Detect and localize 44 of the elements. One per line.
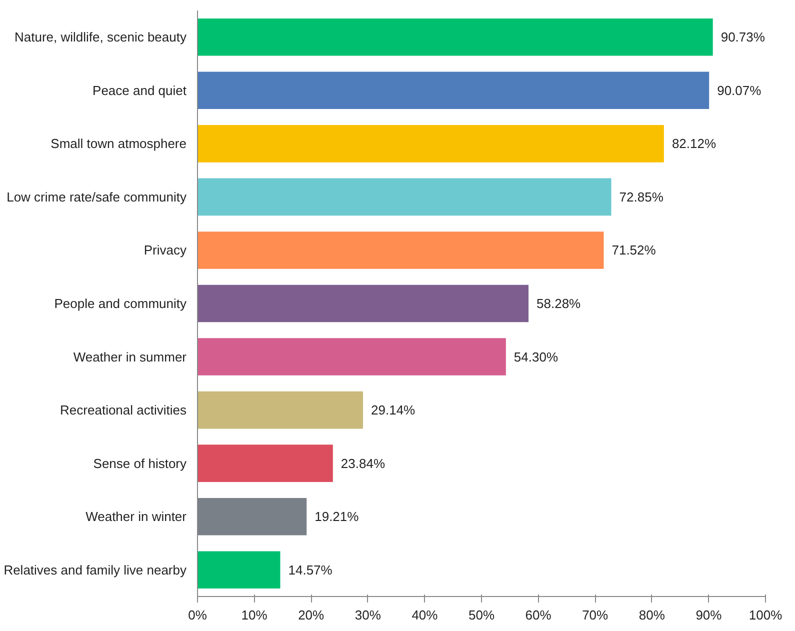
- bar: [198, 498, 307, 536]
- y-tick-label: Nature, wildlife, scenic beauty: [14, 30, 187, 45]
- data-label: 90.73%: [720, 30, 766, 45]
- y-tick-label: Privacy: [144, 242, 187, 258]
- x-tick-label: 30%: [354, 608, 382, 622]
- y-tick-label: Weather in winter: [86, 509, 188, 524]
- bar: [198, 284, 529, 322]
- x-tick-label: 50%: [468, 608, 495, 622]
- x-tick-label: 70%: [582, 608, 609, 622]
- y-tick-label: Low crime rate/safe community: [6, 189, 187, 204]
- y-tick-label: Weather in summer: [73, 349, 188, 364]
- y-tick-label: People and community: [54, 296, 187, 311]
- x-tick-label: 90%: [696, 608, 722, 622]
- data-label: 29.14%: [371, 402, 416, 418]
- x-tick-label: 100%: [748, 608, 783, 622]
- data-label: 23.84%: [340, 456, 386, 471]
- data-label: 19.21%: [314, 509, 360, 524]
- x-tick-label: 40%: [412, 608, 438, 622]
- bar: [198, 178, 612, 216]
- x-tick-label: 10%: [241, 608, 268, 622]
- data-label: 71.52%: [612, 242, 656, 258]
- data-label: 58.28%: [536, 296, 582, 311]
- x-tick-label: 20%: [298, 608, 325, 622]
- bar: [198, 444, 333, 482]
- y-tick-label: Peace and quiet: [92, 82, 187, 98]
- bar: [198, 232, 604, 269]
- x-tick-label: 0%: [188, 608, 208, 622]
- bar: [198, 125, 664, 162]
- x-tick-label: 60%: [525, 608, 552, 622]
- bar: [198, 338, 506, 376]
- y-tick-label: Small town atmosphere: [50, 136, 187, 152]
- bar: [198, 18, 713, 56]
- x-tick-label: 80%: [638, 608, 666, 622]
- bar: [198, 391, 364, 429]
- y-tick-label: Relatives and family live nearby: [4, 562, 187, 578]
- data-label: 54.30%: [514, 349, 558, 364]
- data-label: 14.57%: [288, 562, 333, 578]
- bar: [198, 551, 280, 589]
- data-label: 90.07%: [717, 82, 762, 98]
- y-tick-label: Sense of history: [93, 456, 187, 471]
- data-label: 82.12%: [672, 136, 716, 152]
- data-label: 72.85%: [619, 189, 664, 204]
- y-tick-label: Recreational activities: [60, 402, 187, 418]
- bar: [198, 72, 710, 110]
